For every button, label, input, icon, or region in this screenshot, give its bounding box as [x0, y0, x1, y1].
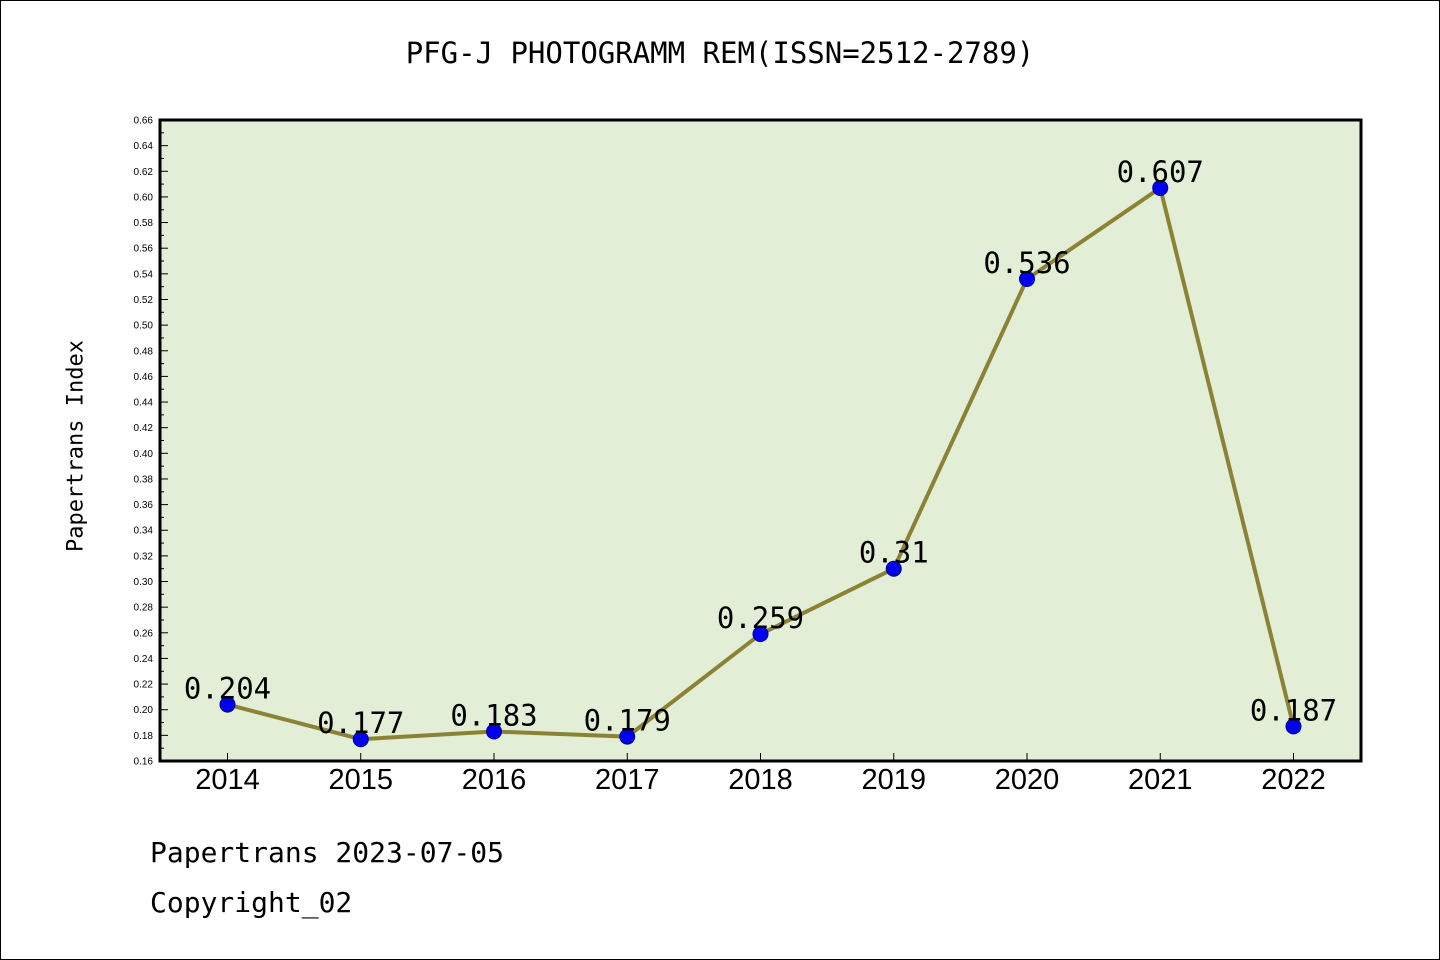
data-point: [486, 723, 502, 740]
y-tick-label: 0.62: [134, 167, 154, 178]
y-tick-label: 0.42: [134, 423, 154, 434]
y-tick-label: 0.32: [134, 551, 154, 562]
data-label: 0.259: [717, 601, 804, 635]
data-point: [619, 728, 636, 745]
series-line: [219, 179, 1302, 748]
x-tick-label: 2014: [195, 764, 260, 796]
y-tick-label: 0.54: [134, 269, 154, 280]
data-label: 0.183: [450, 699, 537, 733]
x-tick-label: 2020: [995, 764, 1060, 796]
x-tick-label: 2015: [328, 764, 393, 796]
y-tick-label: 0.18: [134, 731, 154, 742]
data-point: [352, 731, 369, 748]
x-tick-label: 2017: [595, 764, 660, 796]
y-tick-label: 0.38: [134, 474, 154, 485]
y-tick-label: 0.26: [134, 628, 154, 639]
data-label: 0.607: [1117, 155, 1204, 189]
data-point: [219, 696, 236, 713]
y-tick-label: 0.50: [134, 321, 154, 332]
footer-date: Papertrans 2023-07-05: [150, 836, 505, 869]
y-tick-label: 0.40: [134, 449, 154, 460]
data-label: 0.204: [184, 672, 271, 706]
y-tick-label: 0.66: [134, 116, 154, 127]
y-tick-label: 0.30: [134, 577, 154, 588]
data-point: [1019, 270, 1035, 287]
data-label: 0.187: [1250, 693, 1337, 727]
data-labels: 0.204 0.177 0.183 0.179 0.259 0.31 0.536 0.607 0…: [184, 155, 1337, 740]
data-point: [1285, 718, 1302, 735]
data-label: 0.179: [584, 704, 671, 738]
x-tick-label: 2016: [462, 764, 527, 796]
y-axis-ticks: 0.16 0.18 0.20 0.22 0.24 0.26 0.28 0.30 0.32 0.34…: [134, 116, 168, 768]
x-tick-label: 2022: [1261, 764, 1326, 796]
data-label: 0.536: [983, 246, 1070, 280]
data-point: [1152, 179, 1169, 196]
x-axis-ticks: 2014 2015 2016 2017 2018 2019 2020 2021 2022: [195, 753, 1326, 796]
y-tick-label: 0.64: [134, 141, 154, 152]
y-tick-label: 0.44: [134, 398, 154, 409]
plot-border: [158, 118, 1363, 763]
y-tick-label: 0.48: [134, 346, 154, 357]
data-point: [752, 626, 769, 643]
y-tick-label: 0.58: [134, 218, 154, 229]
chart-title: PFG-J PHOTOGRAMM REM(ISSN=2512-2789): [405, 36, 1035, 70]
y-tick-label: 0.16: [134, 757, 154, 768]
y-tick-label: 0.24: [134, 654, 154, 665]
data-label: 0.31: [859, 536, 929, 570]
y-tick-label: 0.60: [134, 192, 154, 203]
y-tick-label: 0.52: [134, 295, 154, 306]
y-tick-label: 0.28: [134, 603, 154, 614]
data-label: 0.177: [317, 706, 404, 740]
x-tick-label: 2021: [1128, 764, 1193, 796]
y-tick-label: 0.46: [134, 372, 154, 383]
y-tick-label: 0.20: [134, 705, 154, 716]
x-tick-label: 2018: [728, 764, 793, 796]
y-tick-label: 0.36: [134, 500, 154, 511]
footer-copyright: Copyright_02: [150, 886, 353, 919]
y-tick-label: 0.22: [134, 680, 154, 691]
x-tick-label: 2019: [861, 764, 926, 796]
y-tick-label: 0.34: [134, 526, 154, 537]
plot-area: [160, 120, 1361, 761]
data-point: [885, 560, 902, 577]
y-tick-label: 0.56: [134, 244, 154, 255]
